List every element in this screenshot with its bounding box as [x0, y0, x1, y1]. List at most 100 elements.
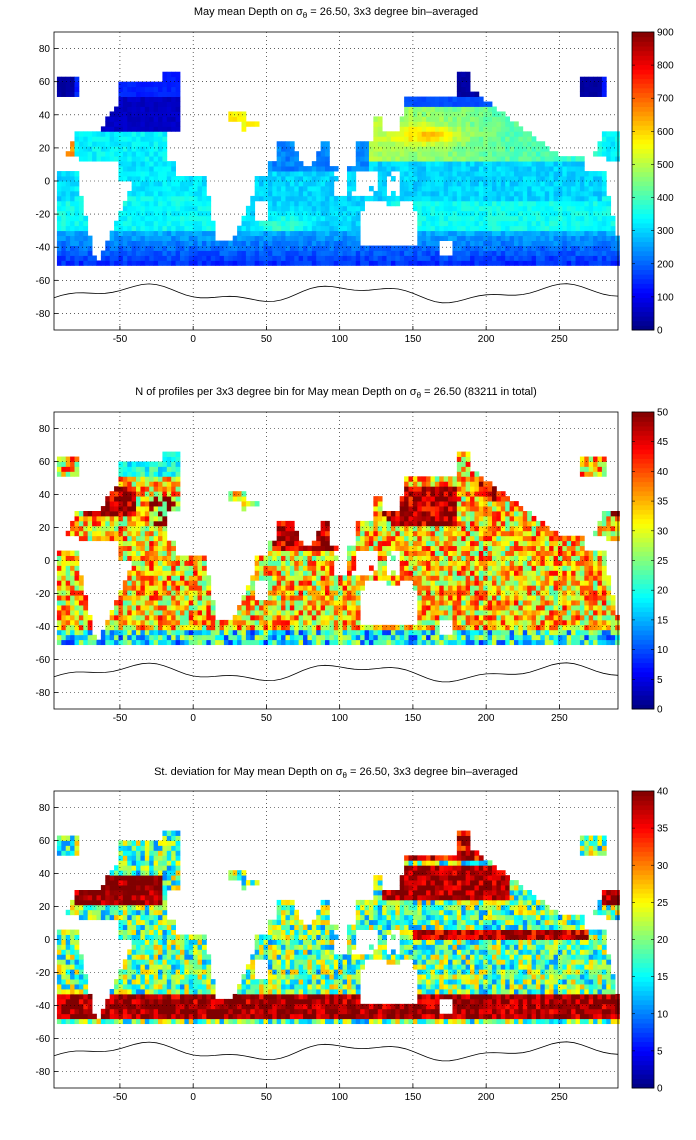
heat-cell: [298, 185, 304, 192]
colorbar-tick-label: 400: [657, 193, 674, 204]
heat-cell: [430, 245, 436, 251]
heat-cell: [373, 146, 379, 152]
heat-cell: [228, 116, 234, 122]
heat-cell: [443, 600, 449, 606]
heat-cell: [179, 590, 185, 596]
heat-cell: [430, 585, 436, 591]
heat-cell: [562, 176, 568, 182]
heat-cell: [509, 176, 515, 182]
heat-cell: [285, 176, 291, 182]
heat-cell: [615, 629, 620, 636]
heat-cell: [588, 250, 594, 256]
heat-cell: [461, 610, 467, 616]
heat-cell: [131, 600, 137, 606]
heat-cell: [535, 151, 541, 157]
heat-cell: [153, 121, 159, 127]
heat-cell: [492, 210, 497, 217]
heat-cell: [456, 560, 462, 566]
heat-cell: [408, 146, 414, 152]
heat-cell: [184, 176, 190, 182]
heat-cell: [373, 126, 379, 132]
heat-cell: [74, 190, 80, 197]
heat-cell: [571, 156, 576, 162]
heat-cell: [456, 166, 462, 172]
heat-cell: [562, 610, 568, 616]
heat-cell: [289, 225, 295, 232]
heat-cell: [351, 230, 357, 237]
heat-cell: [522, 195, 528, 202]
heat-cell: [179, 195, 185, 202]
heat-cell: [417, 121, 423, 127]
heat-cell: [65, 250, 71, 256]
heat-cell: [74, 639, 80, 646]
heat-cell: [346, 245, 352, 251]
heat-cell: [408, 190, 414, 197]
heat-cell: [74, 250, 80, 256]
heat-cell: [606, 255, 612, 261]
heat-cell: [601, 614, 607, 621]
heat-cell: [452, 585, 458, 591]
heat-cell: [166, 555, 172, 561]
heat-cell: [492, 580, 497, 586]
heat-cell: [320, 619, 326, 626]
heat-cell: [311, 190, 317, 197]
colorbar-segment: [632, 139, 654, 145]
heat-cell: [127, 200, 133, 207]
heat-cell: [197, 240, 203, 246]
heat-cell: [193, 570, 198, 576]
heat-cell: [61, 595, 67, 601]
heat-cell: [395, 156, 401, 162]
heat-cell: [593, 210, 598, 217]
heat-cell: [544, 181, 550, 187]
heat-cell: [593, 240, 598, 246]
colorbar-segment: [632, 97, 654, 103]
heat-cell: [65, 200, 71, 207]
heat-cell: [109, 151, 115, 157]
heat-cell: [136, 230, 141, 237]
heat-cell: [513, 595, 519, 601]
heat-cell: [298, 575, 304, 581]
heat-cell: [465, 205, 471, 212]
heat-cell: [461, 605, 467, 611]
heat-cell: [593, 81, 598, 88]
heat-cell: [417, 629, 423, 636]
heat-cell: [610, 240, 616, 246]
heat-cell: [127, 575, 133, 581]
heat-cell: [408, 136, 414, 142]
heat-cell: [83, 614, 89, 621]
heat-cell: [285, 595, 291, 601]
heat-cell: [492, 215, 497, 222]
heat-cell: [417, 235, 423, 241]
heat-cell: [496, 255, 502, 261]
heat-cell: [285, 565, 291, 571]
heat-cell: [377, 555, 383, 561]
heat-cell: [452, 176, 458, 182]
heat-cell: [540, 605, 546, 611]
heat-cell: [421, 639, 427, 646]
heat-cell: [426, 210, 431, 217]
heat-cell: [175, 240, 181, 246]
heat-cell: [223, 629, 229, 636]
heat-cell: [333, 220, 339, 227]
heat-cell: [136, 106, 141, 112]
heat-cell: [544, 595, 550, 601]
heat-cell: [153, 151, 159, 157]
heat-cell: [456, 260, 462, 266]
heat-cell: [303, 255, 308, 261]
heat-cell: [263, 255, 269, 261]
heat-cell: [430, 136, 436, 142]
heat-cell: [593, 225, 598, 232]
heat-cell: [470, 225, 475, 232]
heat-cell: [448, 595, 453, 601]
heat-cell: [421, 565, 427, 571]
heat-cell: [136, 575, 141, 581]
heat-cell: [500, 245, 506, 251]
heat-cell: [171, 240, 176, 246]
heat-cell: [171, 560, 176, 566]
heat-cell: [351, 185, 357, 192]
heat-cell: [65, 605, 71, 611]
heat-cell: [601, 634, 607, 641]
heat-cell: [294, 250, 300, 256]
heat-cell: [131, 555, 137, 561]
heat-cell: [487, 240, 493, 246]
